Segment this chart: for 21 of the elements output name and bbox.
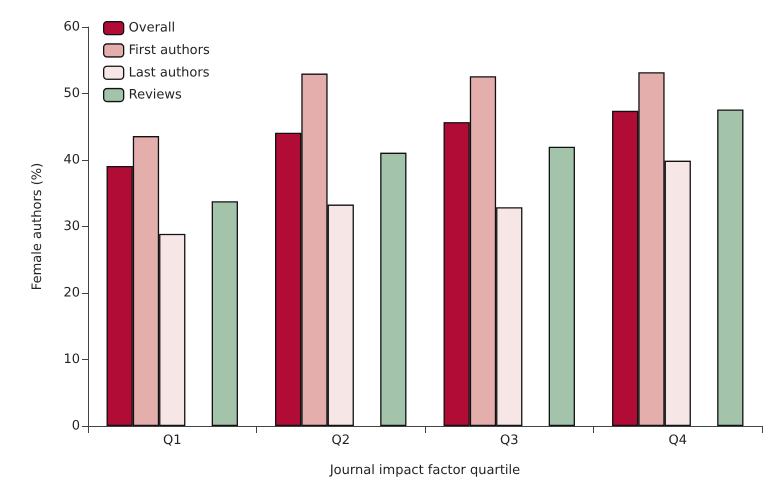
y-tick-label: 30	[63, 219, 80, 234]
x-axis-title: Journal impact factor quartile	[328, 463, 520, 478]
y-tick-label: 60	[63, 20, 80, 34]
x-tick-label: Q2	[331, 433, 350, 448]
y-tick-label: 10	[63, 352, 80, 367]
bar	[717, 109, 744, 426]
y-tick-label: 40	[63, 152, 80, 168]
legend-label: Overall	[128, 20, 176, 36]
bar	[548, 146, 575, 426]
y-axis-title: Female authors (%)	[30, 162, 45, 290]
bar	[380, 152, 406, 426]
y-tick-label: 20	[63, 286, 80, 300]
legend-label: First authors	[128, 42, 210, 58]
legend-label: Last authors	[128, 65, 210, 80]
y-tick-label: 50	[63, 86, 80, 101]
y-tick-label: 0	[72, 418, 80, 434]
bar	[212, 201, 238, 426]
x-tick-label: Q3	[500, 433, 519, 448]
legend-label: Reviews	[128, 88, 182, 103]
x-tick-label: Q1	[162, 433, 182, 448]
x-tick-label: Q4	[668, 433, 688, 448]
